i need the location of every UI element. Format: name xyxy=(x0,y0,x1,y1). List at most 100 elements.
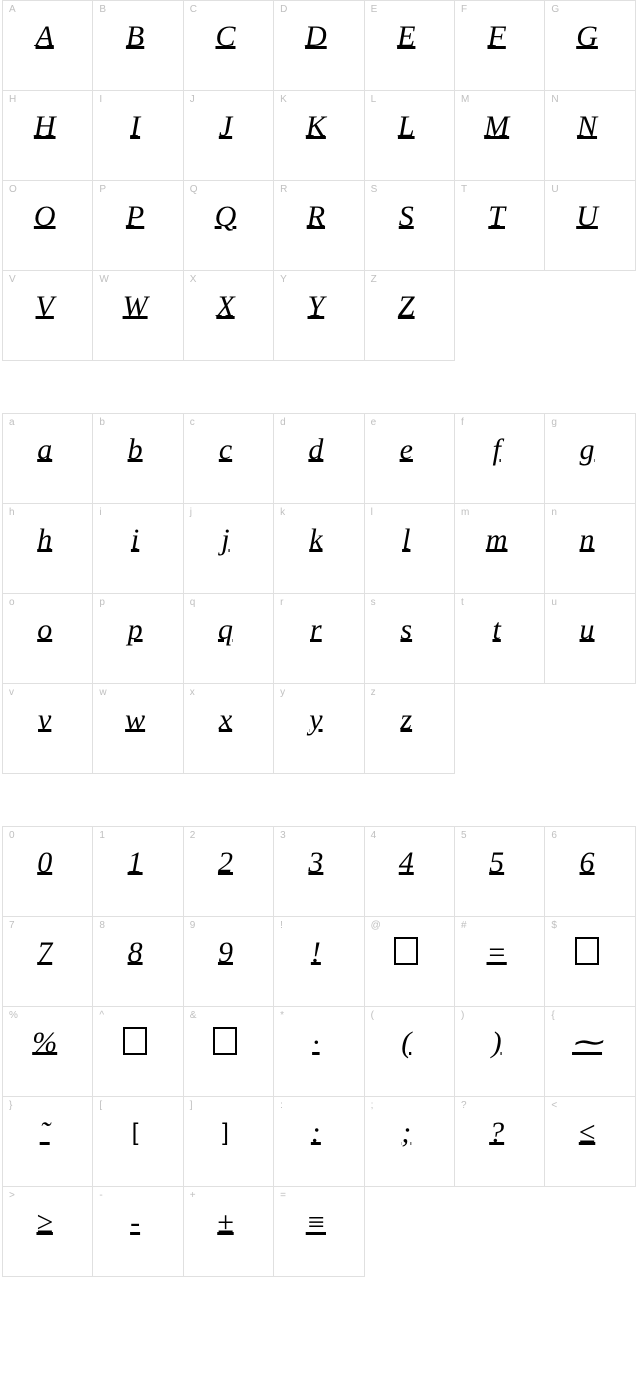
cell-label: u xyxy=(551,598,557,608)
cell-glyph: - xyxy=(93,1205,176,1241)
cell-glyph: F xyxy=(455,19,538,55)
cell-label: z xyxy=(371,688,376,698)
cell-glyph: x xyxy=(184,702,267,738)
cell-label: - xyxy=(99,1191,102,1201)
cell-glyph: 1 xyxy=(93,845,176,881)
glyph-cell: >≥ xyxy=(3,1187,93,1277)
cell-glyph: Q xyxy=(184,199,267,235)
cell-label: B xyxy=(99,5,106,15)
missing-glyph-icon xyxy=(213,1027,237,1055)
cell-glyph: ] xyxy=(184,1119,267,1148)
glyph-cell: kk xyxy=(274,504,364,594)
cell-glyph: l xyxy=(365,522,448,558)
section-uppercase: AABBCCDDEEFFGGHHIIJJKKLLMMNNOOPPQQRRSSTT… xyxy=(2,0,636,361)
cell-glyph: Y xyxy=(274,289,357,325)
cell-glyph xyxy=(545,935,628,974)
cell-glyph: m xyxy=(455,522,538,558)
cell-label: 1 xyxy=(99,831,105,841)
cell-label: F xyxy=(461,5,467,15)
cell-label: + xyxy=(190,1191,196,1201)
cell-label: > xyxy=(9,1191,15,1201)
cell-glyph: E xyxy=(365,19,448,55)
glyph-cell: 77 xyxy=(3,917,93,1007)
glyph-cell: dd xyxy=(274,414,364,504)
glyph-cell: ^ xyxy=(93,1007,183,1097)
glyph-cell: VV xyxy=(3,271,93,361)
glyph-cell: jj xyxy=(184,504,274,594)
cell-label: f xyxy=(461,418,464,428)
cell-glyph xyxy=(365,935,448,974)
cell-glyph: M xyxy=(455,109,538,145)
cell-label: n xyxy=(551,508,557,518)
glyph-cell: ii xyxy=(93,504,183,594)
cell-glyph: j xyxy=(184,522,267,558)
cell-glyph: 5 xyxy=(455,845,538,881)
cell-label: h xyxy=(9,508,15,518)
cell-glyph: f xyxy=(455,432,538,468)
cell-label: P xyxy=(99,185,106,195)
cell-glyph xyxy=(93,1025,176,1064)
cell-glyph: t xyxy=(455,612,538,648)
cell-glyph: K xyxy=(274,109,357,145)
cell-label: I xyxy=(99,95,102,105)
glyph-cell: uu xyxy=(545,594,635,684)
cell-label: 7 xyxy=(9,921,15,931)
cell-label: # xyxy=(461,921,467,931)
cell-glyph: · xyxy=(274,1025,357,1061)
cell-label: $ xyxy=(551,921,557,931)
glyph-cell: ee xyxy=(365,414,455,504)
cell-glyph: ? xyxy=(455,1115,538,1151)
cell-label: w xyxy=(99,688,106,698)
cell-label: : xyxy=(280,1101,283,1111)
glyph-cell: }˜ xyxy=(3,1097,93,1187)
missing-glyph-icon xyxy=(394,937,418,965)
glyph-cell: hh xyxy=(3,504,93,594)
cell-label: * xyxy=(280,1011,284,1021)
cell-label: p xyxy=(99,598,105,608)
glyph-cell: II xyxy=(93,91,183,181)
cell-label: y xyxy=(280,688,285,698)
cell-label: ) xyxy=(461,1011,464,1021)
cell-glyph: 6 xyxy=(545,845,628,881)
cell-label: K xyxy=(280,95,287,105)
glyph-cell: 88 xyxy=(93,917,183,1007)
cell-glyph: z xyxy=(365,702,448,738)
cell-glyph: ( xyxy=(365,1025,448,1061)
glyph-cell: aa xyxy=(3,414,93,504)
cell-glyph: : xyxy=(274,1115,357,1151)
cell-label: A xyxy=(9,5,16,15)
cell-glyph: V xyxy=(3,289,86,325)
glyph-cell: LL xyxy=(365,91,455,181)
cell-label: 8 xyxy=(99,921,105,931)
cell-glyph: N xyxy=(545,109,628,145)
cell-glyph: 7 xyxy=(3,935,86,971)
glyph-cell: cc xyxy=(184,414,274,504)
cell-glyph: A xyxy=(3,19,86,55)
cell-label: 4 xyxy=(371,831,377,841)
cell-glyph: g xyxy=(545,432,628,468)
cell-glyph: ! xyxy=(274,935,357,971)
glyph-cell: nn xyxy=(545,504,635,594)
cell-label: r xyxy=(280,598,283,608)
cell-label: g xyxy=(551,418,557,428)
cell-glyph: S xyxy=(365,199,448,235)
cell-label: [ xyxy=(99,1101,102,1111)
cell-glyph: R xyxy=(274,199,357,235)
cell-label: @ xyxy=(371,921,381,931)
glyph-cell: & xyxy=(184,1007,274,1097)
cell-glyph: 9 xyxy=(184,935,267,971)
cell-label: ] xyxy=(190,1101,193,1111)
cell-label: ; xyxy=(371,1101,374,1111)
cell-label: C xyxy=(190,5,197,15)
glyph-cell: $ xyxy=(545,917,635,1007)
cell-label: X xyxy=(190,275,197,285)
cell-glyph: 0 xyxy=(3,845,86,881)
glyph-cell: AA xyxy=(3,1,93,91)
cell-glyph: X xyxy=(184,289,267,325)
cell-label: V xyxy=(9,275,16,285)
glyph-cell: :: xyxy=(274,1097,364,1187)
cell-glyph: H xyxy=(3,109,86,145)
cell-label: J xyxy=(190,95,195,105)
cell-glyph: 4 xyxy=(365,845,448,881)
glyph-cell: =≡ xyxy=(274,1187,364,1277)
